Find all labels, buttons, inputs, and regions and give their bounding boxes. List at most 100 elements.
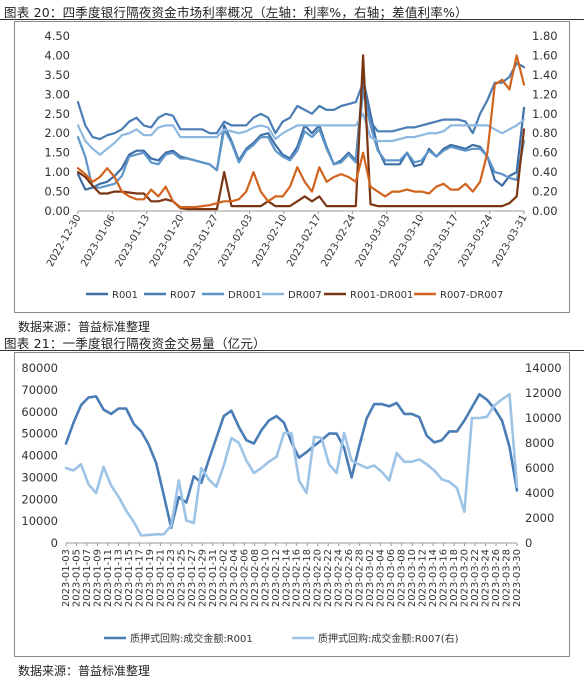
fig2-y-left-tick: 30000 bbox=[21, 470, 58, 484]
fig2-x-tick-label: 2023-01-23 bbox=[166, 549, 177, 607]
fig2-x-tick-label: 2023-02-12 bbox=[271, 549, 282, 607]
fig2-y-left-tick: 0 bbox=[51, 536, 58, 550]
fig1-y-right-tick: 1.40 bbox=[532, 68, 558, 82]
fig2-x-tick-label: 2023-02-28 bbox=[355, 549, 366, 607]
fig1-series-line-2 bbox=[76, 89, 526, 189]
fig1-legend-label-4: R001-DR001 bbox=[350, 290, 413, 301]
fig2-x-tick-label: 2023-01-09 bbox=[92, 549, 103, 607]
fig2-y-right-tick: 10000 bbox=[525, 411, 562, 425]
fig1-y-left-tick: 2.00 bbox=[44, 126, 70, 140]
fig2-x-tick-label: 2023-02-24 bbox=[334, 549, 345, 607]
fig1-y-left-tick: 0.00 bbox=[44, 204, 70, 218]
fig2-x-tick-label: 2023-01-11 bbox=[103, 549, 114, 607]
fig2-y-left-tick: 70000 bbox=[21, 383, 58, 397]
fig2-y-right-tick: 12000 bbox=[525, 386, 562, 400]
figure1-source: 数据来源：普益标准整理 bbox=[18, 320, 151, 334]
fig2-y-right-tick: 8000 bbox=[525, 436, 554, 450]
fig2-x-tick-label: 2023-01-15 bbox=[124, 549, 135, 607]
fig2-x-tick-label: 2023-01-13 bbox=[113, 549, 124, 607]
fig1-series-line-3 bbox=[76, 112, 526, 156]
fig1-series-line-5 bbox=[76, 54, 526, 209]
fig2-x-tick-label: 2023-02-08 bbox=[250, 549, 261, 607]
fig1-legend-label-0: R001 bbox=[112, 290, 138, 301]
fig2-x-tick-label: 2023-03-02 bbox=[365, 549, 376, 607]
fig2-x-tick-label: 2023-01-21 bbox=[155, 549, 166, 607]
fig2-x-tick-label: 2023-02-18 bbox=[302, 549, 313, 607]
fig1-y-right-tick: 0.40 bbox=[532, 165, 558, 179]
fig2-x-tick-label: 2023-03-24 bbox=[481, 549, 492, 607]
fig2-y-right-tick: 0 bbox=[525, 536, 532, 550]
figure1-title: 图表 20：四季度银行隔夜资金市场利率概况（左轴：利率%，右轴；差值利率%） bbox=[4, 5, 468, 20]
fig2-x-tick-label: 2023-02-02 bbox=[218, 549, 229, 607]
fig2-y-left-tick: 50000 bbox=[21, 427, 58, 441]
fig2-x-tick-label: 2023-02-26 bbox=[344, 549, 355, 607]
fig2-x-tick-label: 2023-03-14 bbox=[428, 549, 439, 607]
fig2-x-tick-label: 2023-01-03 bbox=[61, 549, 72, 607]
fig1-legend-label-1: R007 bbox=[170, 290, 196, 301]
figure2-source: 数据来源：普益标准整理 bbox=[18, 664, 151, 678]
fig2-x-tick-label: 2023-03-16 bbox=[439, 549, 450, 607]
fig1-y-right-tick: 0.20 bbox=[532, 185, 558, 199]
fig2-y-left-tick: 40000 bbox=[21, 449, 58, 463]
fig2-x-tick-label: 2023-03-18 bbox=[449, 549, 460, 607]
fig2-y-right-tick: 4000 bbox=[525, 486, 554, 500]
figure1-frame bbox=[14, 21, 570, 313]
fig2-x-tick-label: 2023-01-19 bbox=[145, 549, 156, 607]
fig2-x-tick-label: 2023-02-20 bbox=[313, 549, 324, 607]
fig2-x-tick-label: 2023-03-30 bbox=[512, 549, 523, 607]
fig2-x-tick-label: 2023-02-16 bbox=[292, 549, 303, 607]
fig2-legend-label-0: 质押式回购:成交金额:R001 bbox=[130, 632, 253, 645]
fig1-series-line-0 bbox=[76, 77, 526, 191]
fig2-x-tick-label: 2023-02-04 bbox=[229, 549, 240, 607]
figure1-chart: 0.00 0.50 1.00 1.50 2.00 2.50 3.00 3.50 4.00 4.50… bbox=[44, 29, 558, 301]
fig1-y-right-tick: 1.00 bbox=[532, 107, 558, 121]
fig1-y-right-tick: 1.60 bbox=[532, 48, 558, 62]
fig1-y-right-tick: 1.20 bbox=[532, 87, 558, 101]
fig1-y-left-tick: 0.50 bbox=[44, 185, 70, 199]
figure1-title-rule bbox=[0, 19, 584, 20]
fig2-y-right-tick: 6000 bbox=[525, 461, 554, 475]
figure2-title: 图表 21：一季度银行隔夜资金交易量（亿元） bbox=[4, 336, 266, 351]
fig1-y-left-tick: 3.00 bbox=[44, 87, 70, 101]
fig2-x-tick-label: 2023-03-20 bbox=[460, 549, 471, 607]
fig1-y-right-tick: 0.80 bbox=[532, 126, 558, 140]
fig1-y-right-tick: 0.00 bbox=[532, 204, 558, 218]
fig2-y-left-tick: 60000 bbox=[21, 405, 58, 419]
fig1-y-left-tick: 1.00 bbox=[44, 165, 70, 179]
fig1-series-line-4 bbox=[76, 54, 526, 211]
fig2-x-tick-label: 2023-02-14 bbox=[281, 549, 292, 607]
fig2-x-tick-label: 2023-01-05 bbox=[71, 549, 82, 607]
fig2-x-tick-label: 2023-02-10 bbox=[260, 549, 271, 607]
fig2-series-line-1 bbox=[64, 392, 519, 537]
fig2-x-tick-label: 2023-03-06 bbox=[386, 549, 397, 607]
fig2-series-line-0 bbox=[64, 392, 519, 530]
fig2-x-tick-label: 2023-01-31 bbox=[208, 549, 219, 607]
fig2-x-tick-label: 2023-03-12 bbox=[418, 549, 429, 607]
fig1-y-left-tick: 1.50 bbox=[44, 146, 70, 160]
fig2-x-tick-label: 2023-01-07 bbox=[82, 549, 93, 607]
fig2-x-tick-label: 2023-03-28 bbox=[502, 549, 513, 607]
fig2-x-tick-label: 2023-03-22 bbox=[470, 549, 481, 607]
fig1-y-left-tick: 3.50 bbox=[44, 68, 70, 82]
fig2-y-left-tick: 10000 bbox=[21, 514, 58, 528]
fig1-y-right-tick: 0.60 bbox=[532, 146, 558, 160]
fig2-y-left-tick: 20000 bbox=[21, 492, 58, 506]
fig2-y-right-tick: 14000 bbox=[525, 361, 562, 375]
fig2-x-tick-label: 2023-03-08 bbox=[397, 549, 408, 607]
figure2-title-rule bbox=[0, 350, 584, 351]
fig2-x-tick-label: 2023-03-26 bbox=[491, 549, 502, 607]
fig2-x-tick-label: 2023-03-10 bbox=[407, 549, 418, 607]
fig1-legend-label-2: DR001 bbox=[228, 290, 262, 301]
fig2-y-left-tick: 80000 bbox=[21, 361, 58, 375]
fig1-y-left-tick: 2.50 bbox=[44, 107, 70, 121]
fig1-legend-label-3: DR007 bbox=[288, 290, 322, 301]
fig2-legend-label-1: 质押式回购:成交金额:R007(右) bbox=[318, 632, 459, 645]
fig1-series-line-1 bbox=[76, 62, 526, 141]
fig2-x-tick-label: 2023-01-25 bbox=[176, 549, 187, 607]
fig2-x-tick-label: 2023-02-06 bbox=[239, 549, 250, 607]
fig2-x-tick-label: 2023-01-27 bbox=[187, 549, 198, 607]
fig1-y-left-tick: 4.50 bbox=[44, 29, 70, 43]
figure2-frame bbox=[14, 352, 570, 657]
fig2-x-tick-label: 2023-02-22 bbox=[323, 549, 334, 607]
fig2-y-right-tick: 2000 bbox=[525, 511, 554, 525]
